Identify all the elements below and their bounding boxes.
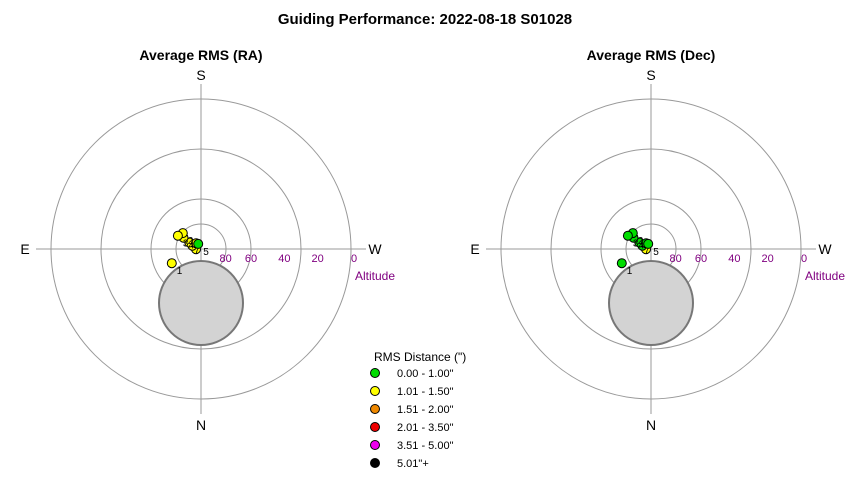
data-point-label: 1 — [177, 266, 183, 277]
direction-label-bottom: N — [196, 417, 206, 433]
data-point — [193, 238, 204, 249]
altitude-tick-label: 80 — [670, 253, 682, 265]
data-point-label: 3 — [633, 239, 639, 250]
direction-label-left: E — [470, 241, 479, 257]
altitude-tick-label: 60 — [245, 253, 257, 265]
direction-label-top: S — [196, 67, 205, 83]
pole-region — [158, 260, 244, 346]
plot-dec-title: Average RMS (Dec) — [587, 47, 716, 63]
legend-title: RMS Distance (") — [374, 350, 466, 364]
chart-title: Guiding Performance: 2022-08-18 S01028 — [278, 11, 572, 28]
data-point — [622, 230, 633, 241]
plot-ra: Average RMS (RA) S E W N Altitude 80 60 … — [20, 47, 395, 433]
data-point — [166, 258, 177, 269]
altitude-axis-label: Altitude — [355, 269, 395, 283]
legend-item-label: 1.01 - 1.50" — [397, 386, 454, 398]
legend-item-label: 3.51 - 5.00" — [397, 440, 454, 452]
direction-label-right: W — [368, 241, 382, 257]
direction-label-top: S — [646, 67, 655, 83]
data-point — [616, 258, 627, 269]
data-point-label: 7 — [644, 246, 650, 257]
legend-swatch — [370, 458, 380, 468]
altitude-tick-label: 80 — [220, 253, 232, 265]
data-point-label: 2 — [638, 236, 644, 247]
legend-item-label: 1.51 - 2.00" — [397, 404, 454, 416]
legend-item-label: 5.01"+ — [397, 458, 429, 470]
altitude-tick-label: 40 — [728, 253, 740, 265]
legend-swatch — [370, 422, 380, 432]
pole-region — [608, 260, 694, 346]
legend: RMS Distance (") 0.00 - 1.00" 1.01 - 1.5… — [370, 350, 466, 470]
legend-swatch — [370, 386, 380, 396]
plot-dec: Average RMS (Dec) S E W N Altitude 80 60… — [470, 47, 845, 433]
legend-swatch — [370, 404, 380, 414]
data-point-label: 1 — [627, 266, 633, 277]
legend-swatch — [370, 368, 380, 378]
data-point-label: 4 — [189, 241, 195, 252]
direction-label-right: W — [818, 241, 832, 257]
data-point-label: 4 — [639, 241, 645, 252]
altitude-tick-label: 0 — [351, 253, 357, 265]
legend-swatch — [370, 440, 380, 450]
data-point — [643, 238, 654, 249]
data-point-label: 3 — [183, 239, 189, 250]
data-point-label: 5 — [203, 247, 209, 258]
data-point — [172, 230, 183, 241]
plot-ra-title: Average RMS (RA) — [139, 47, 262, 63]
data-point-label: 2 — [188, 236, 194, 247]
direction-label-bottom: N — [646, 417, 656, 433]
data-point-label: 5 — [653, 247, 659, 258]
data-point-label: 7 — [194, 246, 200, 257]
direction-label-left: E — [20, 241, 29, 257]
altitude-axis-label: Altitude — [805, 269, 845, 283]
legend-item-label: 2.01 - 3.50" — [397, 422, 454, 434]
altitude-tick-label: 20 — [312, 253, 324, 265]
altitude-tick-label: 40 — [278, 253, 290, 265]
altitude-tick-label: 0 — [801, 253, 807, 265]
altitude-tick-label: 60 — [695, 253, 707, 265]
altitude-tick-label: 20 — [762, 253, 774, 265]
legend-item-label: 0.00 - 1.00" — [397, 368, 454, 380]
